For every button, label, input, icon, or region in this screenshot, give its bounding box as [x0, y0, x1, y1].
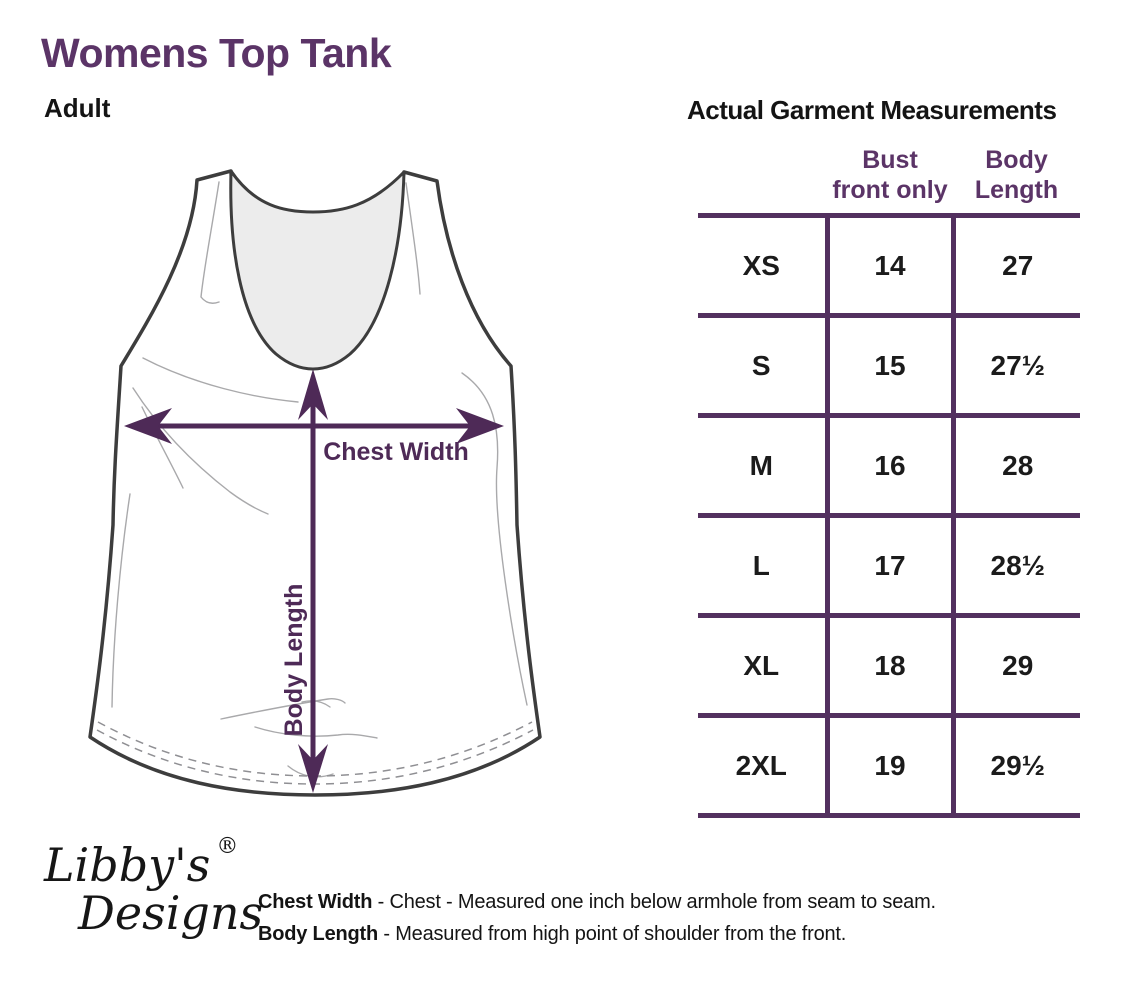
chest-width-term: Chest Width	[258, 891, 373, 913]
chest-width-label: Chest Width	[323, 438, 469, 466]
brand-logo-line2: Designs	[78, 886, 264, 940]
size-cell: 2XL	[698, 715, 830, 818]
header-bust: Bust front only	[827, 134, 953, 218]
header-body-line1: Body	[985, 146, 1048, 174]
header-body-length: Body Length	[953, 134, 1080, 218]
header-size	[698, 134, 827, 218]
bust-cell: 14	[827, 215, 956, 318]
body-length-cell: 27½	[953, 315, 1080, 418]
tank-top-diagram: Chest Width Body Length	[88, 169, 542, 797]
table-row: S 15 27½	[698, 315, 1080, 418]
body-length-arrow	[298, 369, 328, 793]
body-length-cell: 29½	[953, 715, 1080, 818]
body-length-term: Body Length	[258, 923, 379, 945]
body-length-cell: 29	[953, 615, 1080, 718]
size-cell: S	[698, 315, 830, 418]
brand-logo: Libby's ® Designs	[44, 834, 264, 940]
registered-mark: ®	[216, 834, 239, 859]
measurements-title: Actual Garment Measurements	[687, 95, 1057, 125]
chest-width-text: - Chest - Measured one inch below armhol…	[377, 891, 936, 913]
table-row: 2XL 19 29½	[698, 715, 1080, 818]
page-title: Womens Top Tank	[41, 30, 392, 76]
body-length-cell: 27	[953, 215, 1080, 318]
table-row: M 16 28	[698, 415, 1080, 518]
table-header-row: Bust front only Body Length	[698, 134, 1080, 218]
bust-cell: 17	[827, 515, 956, 618]
measurements-table: Bust front only Body Length XS 14 27 S 1…	[698, 134, 1080, 818]
body-length-cell: 28½	[953, 515, 1080, 618]
body-length-cell: 28	[953, 415, 1080, 518]
header-body-line2: Length	[974, 176, 1059, 204]
bust-cell: 15	[827, 315, 956, 418]
size-cell: XS	[698, 215, 830, 318]
body-length-label: Body Length	[280, 584, 308, 737]
bust-cell: 18	[827, 615, 956, 718]
table-row: XS 14 27	[698, 215, 1080, 318]
bust-cell: 19	[827, 715, 956, 818]
header-bust-line2: front only	[832, 176, 948, 204]
chest-width-definition: Chest Width - Chest - Measured one inch …	[258, 886, 936, 918]
brand-name: Libby's	[44, 838, 211, 892]
body-length-definition: Body Length - Measured from high point o…	[258, 918, 936, 950]
size-cell: M	[698, 415, 830, 518]
bust-cell: 16	[827, 415, 956, 518]
tank-back-panel	[229, 169, 406, 371]
header-bust-line1: Bust	[862, 146, 918, 174]
size-cell: XL	[698, 615, 830, 718]
page-subtitle: Adult	[44, 93, 111, 123]
measurement-definitions: Chest Width - Chest - Measured one inch …	[258, 886, 936, 950]
size-cell: L	[698, 515, 830, 618]
brand-logo-line1: Libby's ®	[44, 834, 263, 889]
table-row: XL 18 29	[698, 615, 1080, 718]
table-row: L 17 28½	[698, 515, 1080, 618]
body-length-text: - Measured from high point of shoulder f…	[383, 923, 847, 945]
